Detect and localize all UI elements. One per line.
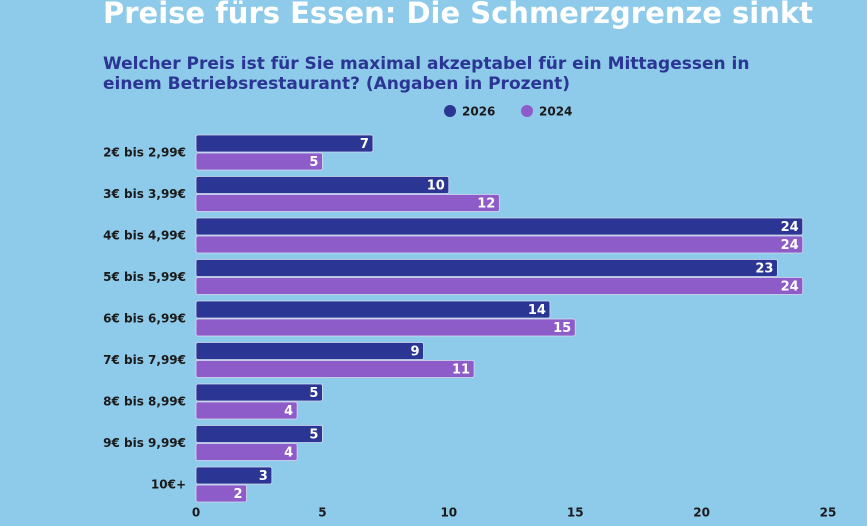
bar bbox=[195, 425, 323, 443]
data-label: 2 bbox=[234, 487, 243, 502]
bar bbox=[195, 443, 298, 461]
data-label: 12 bbox=[477, 197, 495, 212]
bar bbox=[195, 152, 323, 171]
y-tick-label: 3€ bis 3,99€ bbox=[103, 187, 186, 201]
bar bbox=[195, 466, 273, 485]
x-tick-label: 0 bbox=[192, 506, 200, 520]
data-label: 11 bbox=[452, 363, 470, 378]
bar bbox=[195, 194, 500, 212]
bar bbox=[195, 277, 804, 295]
bar bbox=[195, 176, 450, 194]
legend-label: 2026 bbox=[462, 105, 495, 119]
bar bbox=[195, 318, 576, 337]
chart-title: Preise fürs Essen: Die Schmerzgrenze sin… bbox=[103, 0, 814, 30]
data-label: 5 bbox=[309, 386, 318, 401]
data-label: 24 bbox=[781, 238, 799, 253]
bar bbox=[195, 342, 424, 360]
y-tick-label: 7€ bis 7,99€ bbox=[103, 353, 186, 367]
data-label: 4 bbox=[284, 404, 293, 419]
x-tick-label: 25 bbox=[820, 506, 837, 520]
y-tick-label: 9€ bis 9,99€ bbox=[103, 436, 186, 450]
x-tick-label: 20 bbox=[693, 506, 710, 520]
y-tick-label: 4€ bis 4,99€ bbox=[103, 229, 186, 243]
chart-subtitle: Welcher Preis ist für Sie maximal akzept… bbox=[103, 54, 750, 94]
y-tick-label: 6€ bis 6,99€ bbox=[103, 312, 186, 326]
data-label: 3 bbox=[259, 469, 268, 484]
data-label: 7 bbox=[360, 137, 369, 152]
bar bbox=[195, 383, 323, 402]
data-label: 24 bbox=[781, 220, 799, 235]
x-tick-label: 5 bbox=[318, 506, 326, 520]
bar bbox=[195, 235, 804, 254]
bar bbox=[195, 300, 551, 319]
bar bbox=[195, 134, 374, 153]
bar bbox=[195, 401, 298, 420]
legend-label: 2024 bbox=[539, 105, 572, 119]
data-label: 23 bbox=[755, 262, 773, 277]
bar bbox=[195, 259, 778, 277]
data-label: 15 bbox=[553, 321, 571, 336]
y-tick-label: 5€ bis 5,99€ bbox=[103, 270, 186, 284]
data-label: 5 bbox=[309, 428, 318, 443]
data-label: 9 bbox=[410, 345, 419, 360]
legend-marker bbox=[521, 105, 533, 117]
y-tick-label: 10€+ bbox=[151, 478, 186, 492]
data-label: 5 bbox=[309, 155, 318, 170]
bar bbox=[195, 217, 804, 236]
data-label: 4 bbox=[284, 446, 293, 461]
data-label: 14 bbox=[528, 303, 546, 318]
data-label: 24 bbox=[781, 280, 799, 295]
y-tick-label: 8€ bis 8,99€ bbox=[103, 395, 186, 409]
data-label: 10 bbox=[427, 179, 445, 194]
bar bbox=[195, 360, 475, 378]
x-tick-label: 15 bbox=[567, 506, 584, 520]
bar bbox=[195, 484, 247, 503]
x-tick-label: 10 bbox=[440, 506, 457, 520]
y-tick-label: 2€ bis 2,99€ bbox=[103, 146, 186, 160]
legend-marker bbox=[444, 105, 456, 117]
